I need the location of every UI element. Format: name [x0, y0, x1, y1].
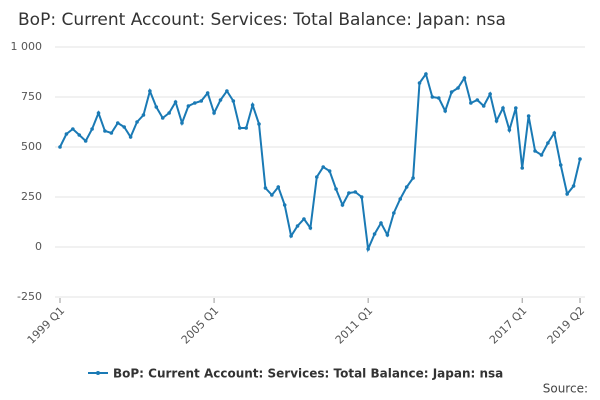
point [263, 186, 268, 190]
point [385, 233, 390, 237]
point [411, 176, 415, 180]
point [558, 163, 563, 167]
point [392, 211, 396, 215]
point [424, 72, 428, 76]
point [533, 149, 537, 153]
point [347, 191, 351, 195]
point [488, 92, 492, 96]
point [359, 195, 364, 199]
point [167, 111, 171, 115]
point [379, 221, 383, 225]
x-tick-label: 2011 Q1 [333, 304, 376, 347]
point [494, 119, 499, 123]
y-tick-label: 0 [35, 240, 42, 253]
point [501, 106, 505, 110]
point [507, 128, 512, 132]
point [276, 185, 281, 189]
point [71, 127, 75, 131]
point [77, 133, 82, 137]
point [526, 114, 531, 118]
point [449, 90, 454, 94]
point [334, 187, 338, 191]
point [193, 101, 197, 105]
point [90, 127, 94, 131]
point [514, 106, 518, 110]
point [58, 145, 62, 149]
point [546, 141, 550, 145]
point [282, 203, 287, 207]
point [237, 126, 242, 130]
point [212, 111, 216, 115]
point [148, 89, 152, 93]
point [64, 132, 69, 136]
point [372, 232, 377, 236]
chart-title: BoP: Current Account: Services: Total Ba… [18, 10, 506, 30]
point [436, 96, 441, 100]
point [225, 89, 229, 93]
legend-marker [96, 371, 100, 375]
point [321, 165, 326, 169]
point [160, 116, 165, 120]
point [353, 190, 358, 194]
point [257, 122, 261, 126]
point [571, 184, 576, 188]
x-tick-label: 2005 Q1 [179, 304, 222, 347]
x-tick-label: 1999 Q1 [25, 304, 68, 347]
point [122, 125, 126, 129]
point [96, 111, 101, 115]
y-tick-label: 500 [21, 140, 42, 153]
point [302, 217, 306, 221]
point [314, 175, 319, 179]
y-tick-label: 1 000 [11, 40, 43, 53]
point [103, 129, 107, 133]
point [295, 224, 300, 228]
point [141, 113, 146, 117]
point [173, 100, 178, 104]
point [205, 91, 210, 95]
point [83, 139, 88, 143]
point [135, 120, 139, 124]
point [366, 247, 370, 251]
point [475, 98, 480, 102]
point [231, 99, 236, 103]
point [398, 197, 403, 201]
point [481, 104, 486, 108]
point [115, 121, 120, 125]
point [199, 99, 204, 103]
x-tick-label: 2017 Q1 [487, 304, 530, 347]
point [128, 135, 133, 139]
point [270, 193, 274, 197]
point [552, 131, 557, 135]
point [430, 95, 435, 99]
point [308, 226, 313, 230]
point [244, 126, 248, 130]
point [469, 101, 473, 105]
point [186, 104, 191, 108]
y-tick-label: -250 [17, 290, 42, 303]
point [578, 157, 582, 161]
y-tick-label: 250 [21, 190, 42, 203]
point [340, 203, 345, 207]
point [404, 185, 409, 189]
point [520, 166, 525, 170]
point [456, 86, 460, 90]
legend-label: BoP: Current Account: Services: Total Ba… [113, 367, 503, 381]
source-label: Source: [543, 382, 588, 396]
point [218, 98, 223, 102]
point [109, 131, 114, 135]
point [462, 76, 467, 80]
y-tick-label: 750 [21, 90, 42, 103]
series-line [59, 71, 581, 253]
point [327, 169, 332, 173]
point [289, 234, 293, 238]
point [154, 105, 159, 109]
point [180, 121, 184, 125]
point [443, 109, 447, 113]
point [565, 192, 569, 196]
x-tick-label: 2019 Q2 [545, 304, 588, 347]
point [417, 81, 422, 85]
point [539, 153, 544, 157]
point [250, 103, 255, 107]
